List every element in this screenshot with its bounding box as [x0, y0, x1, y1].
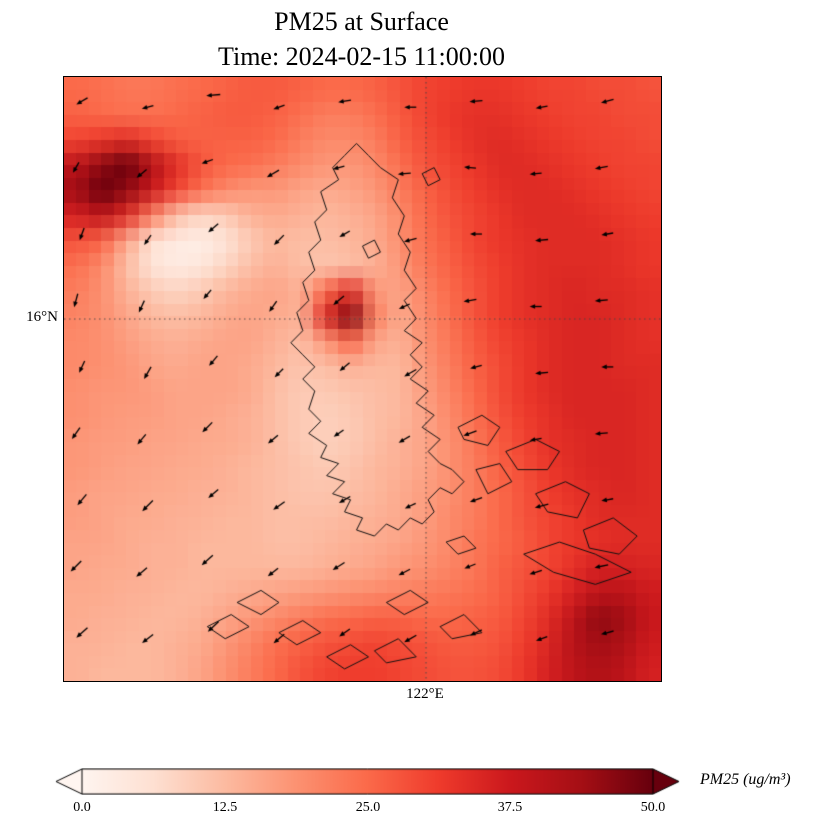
x-axis-tick-label: 122°E [406, 686, 444, 702]
map-plot [63, 76, 662, 682]
colorbar-label: PM25 (ug/m³) [700, 771, 791, 788]
colorbar-tick-label: 37.5 [497, 800, 523, 815]
colorbar-tick-label: 50.0 [640, 800, 666, 815]
map-canvas [64, 77, 661, 681]
colorbar [55, 768, 680, 795]
title-line2: Time: 2024-02-15 11:00:00 [218, 42, 505, 71]
figure-title: PM25 at Surface Time: 2024-02-15 11:00:0… [63, 4, 660, 74]
colorbar-tick-label: 0.0 [73, 800, 91, 815]
title-line1: PM25 at Surface [274, 7, 449, 36]
colorbar-tick-label: 12.5 [212, 800, 238, 815]
colorbar-tick-label: 25.0 [355, 800, 381, 815]
y-axis-tick-label: 16°N [26, 309, 58, 325]
